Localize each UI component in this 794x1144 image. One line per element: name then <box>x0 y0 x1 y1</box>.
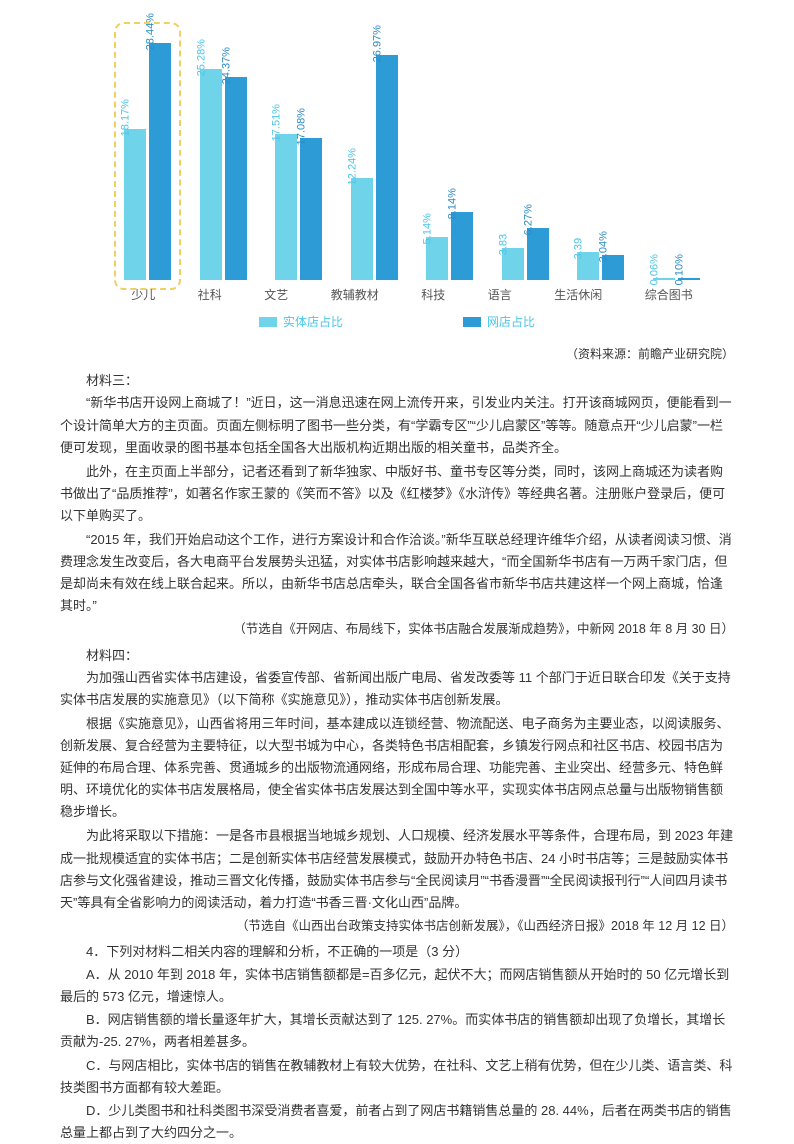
bar-value-label: 8.14% <box>444 188 463 219</box>
bar: 5.14% <box>426 237 448 280</box>
bar-group: 25.28%24.37% <box>200 30 247 280</box>
bar-value-label: 17.08% <box>293 108 312 145</box>
bar: 28.44% <box>149 43 171 280</box>
bar-value-label: 0.06% <box>645 254 664 285</box>
x-label: 社科 <box>198 285 222 305</box>
material3-p1: “新华书店开设网上商城了！”近日，这一消息迅速在网上流传开来，引发业内关注。打开… <box>60 392 734 458</box>
material4-p3: 为此将采取以下措施：一是各市县根据当地城乡规划、人口规模、经济发展水平等条件，合… <box>60 825 734 913</box>
legend-item-physical: 实体店占比 <box>259 312 343 332</box>
bar-value-label: 3.83 <box>494 234 513 255</box>
x-label: 少儿 <box>131 285 155 305</box>
bar-value-label: 26.97% <box>368 25 387 62</box>
bar-group: 0.06%0.10% <box>653 30 700 280</box>
bar: 3.04% <box>602 255 624 280</box>
option-b: B．网店销售额的增长量逐年扩大，其增长贡献达到了 125. 27%。而实体书店的… <box>60 1009 734 1053</box>
bar: 17.08% <box>300 138 322 280</box>
option-c: C．与网店相比，实体书店的销售在教辅教材上有较大优势，在社科、文艺上稍有优势，但… <box>60 1055 734 1099</box>
bar-group: 5.14%8.14% <box>426 30 473 280</box>
bar: 3.83 <box>502 248 524 280</box>
bar: 25.28% <box>200 69 222 280</box>
material4-citation: （节选自《山西出台政策支持实体书店创新发展》，《山西经济日报》2018 年 12… <box>60 916 734 937</box>
question-stem: 4．下列对材料二相关内容的理解和分析，不正确的一项是（3 分） <box>60 941 734 963</box>
option-a: A．从 2010 年到 2018 年，实体书店销售额都是=百多亿元，起伏不大；而… <box>60 964 734 1008</box>
bar: 24.37% <box>225 77 247 280</box>
legend-swatch-online <box>463 317 481 327</box>
material4-p2: 根据《实施意见》，山西省将用三年时间，基本建成以连锁经营、物流配送、电子商务为主… <box>60 713 734 823</box>
bar-value-label: 3.04% <box>595 231 614 262</box>
bar: 0.10% <box>678 278 700 280</box>
bar: 17.51% <box>275 134 297 280</box>
bar-value-label: 6.27% <box>519 204 538 235</box>
bar: 6.27% <box>527 228 549 280</box>
bar: 12.24% <box>351 178 373 280</box>
material4-title: 材料四： <box>60 645 734 667</box>
bar-value-label: 12.24% <box>343 148 362 185</box>
bar-value-label: 17.51% <box>268 104 287 141</box>
x-label: 教辅教材 <box>331 285 379 305</box>
material3-citation: （节选自《开网店、布局线下，实体书店融合发展渐成趋势》，中新网 2018 年 8… <box>60 619 734 640</box>
bar-value-label: 0.10% <box>670 254 689 285</box>
material3-title: 材料三： <box>60 370 734 392</box>
category-share-bar-chart: 18.17%28.44%25.28%24.37%17.51%17.08%12.2… <box>60 20 734 340</box>
bar: 8.14% <box>451 212 473 280</box>
chart-legend: 实体店占比 网店占比 <box>60 312 734 332</box>
x-label: 综合图书 <box>645 285 693 305</box>
bar-group: 3.836.27% <box>502 30 549 280</box>
legend-item-online: 网店占比 <box>463 312 535 332</box>
bar-value-label: 28.44% <box>142 13 161 50</box>
bar-group: 17.51%17.08% <box>275 30 322 280</box>
legend-label-online: 网店占比 <box>487 312 535 332</box>
bar-group: 18.17%28.44% <box>124 30 171 280</box>
x-label: 科技 <box>421 285 445 305</box>
material4-p1: 为加强山西省实体书店建设，省委宣传部、省新闻出版广电局、省发改委等 11 个部门… <box>60 667 734 711</box>
option-d: D．少儿类图书和社科类图书深受消费者喜爱，前者占到了网店书籍销售总量的 28. … <box>60 1100 734 1144</box>
bar: 26.97% <box>376 55 398 280</box>
bar-value-label: 5.14% <box>419 213 438 244</box>
bar-value-label: 25.28% <box>192 39 211 76</box>
x-axis-labels: 少儿 社科 文艺 教辅教材 科技 语言 生活休闲 综合图书 <box>110 285 714 305</box>
x-label: 语言 <box>488 285 512 305</box>
chart-source: （资料来源：前瞻产业研究院） <box>60 344 734 364</box>
legend-label-physical: 实体店占比 <box>283 312 343 332</box>
x-label: 生活休闲 <box>554 285 602 305</box>
bar: 18.17% <box>124 129 146 280</box>
bar-value-label: 3.39 <box>570 238 589 259</box>
bar-group: 12.24%26.97% <box>351 30 398 280</box>
bars-region: 18.17%28.44%25.28%24.37%17.51%17.08%12.2… <box>110 30 714 280</box>
material3-p3: “2015 年，我们开始启动这个工作，进行方案设计和合作洽谈。”新华互联总经理许… <box>60 529 734 617</box>
bar-value-label: 24.37% <box>217 47 236 84</box>
bar-group: 3.393.04% <box>577 30 624 280</box>
legend-swatch-physical <box>259 317 277 327</box>
material3-p2: 此外，在主页面上半部分，记者还看到了新华独家、中版好书、童书专区等分类，同时，该… <box>60 461 734 527</box>
bar-value-label: 18.17% <box>117 99 136 136</box>
x-label: 文艺 <box>264 285 288 305</box>
